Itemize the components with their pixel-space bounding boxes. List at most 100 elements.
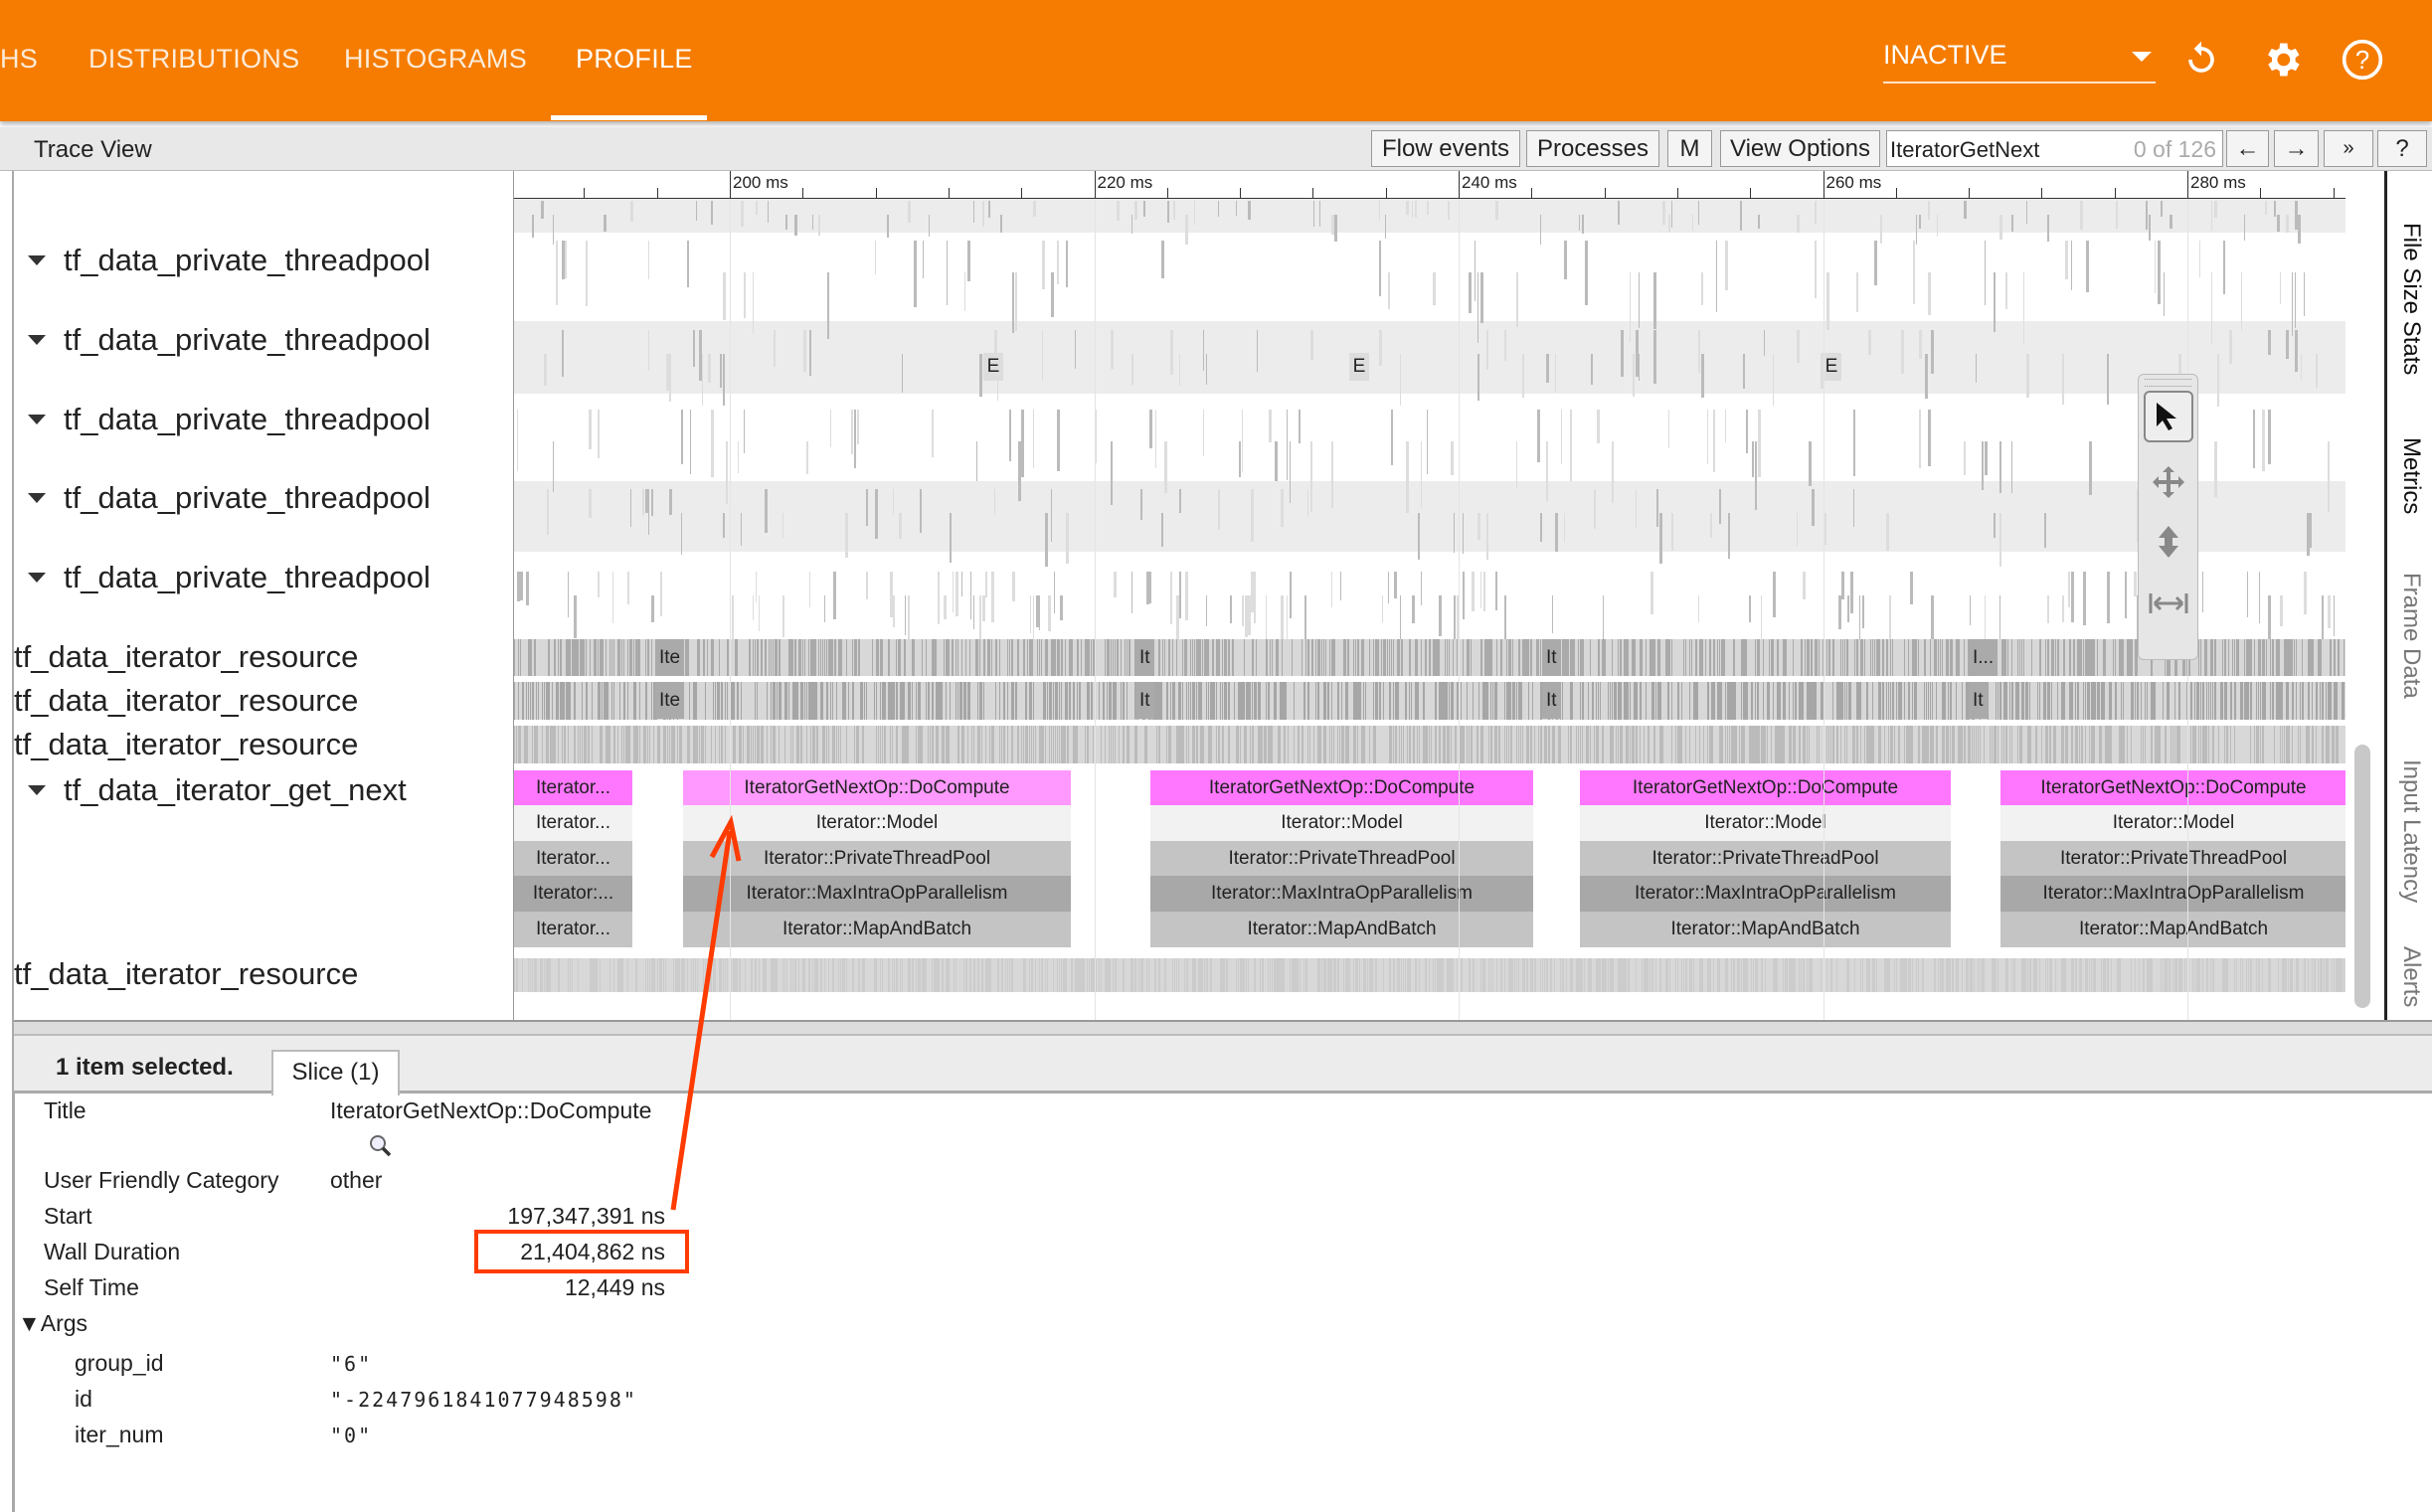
trace-event[interactable]	[1757, 726, 1759, 763]
trace-event[interactable]	[1618, 682, 1620, 720]
trace-event[interactable]	[2172, 958, 2173, 992]
trace-event[interactable]	[536, 958, 537, 992]
trace-event[interactable]	[2151, 958, 2153, 992]
trace-event[interactable]	[1743, 639, 1745, 676]
trace-event[interactable]	[1952, 639, 1953, 676]
trace-event[interactable]	[858, 726, 859, 763]
trace-event[interactable]	[530, 682, 531, 720]
trace-event[interactable]	[806, 441, 808, 474]
trace-event[interactable]	[1401, 639, 1403, 676]
trace-event[interactable]	[589, 410, 592, 449]
trace-event[interactable]	[2308, 958, 2309, 992]
trace-event[interactable]	[673, 958, 674, 992]
trace-event[interactable]	[526, 682, 527, 720]
trace-event[interactable]	[669, 726, 670, 763]
trace-event[interactable]	[1801, 682, 1803, 720]
trace-event[interactable]	[1463, 572, 1465, 620]
trace-event[interactable]	[592, 682, 593, 720]
slice-iterator[interactable]: Iterator::Model	[2000, 805, 2345, 841]
trace-event[interactable]	[2077, 639, 2079, 676]
trace-event[interactable]	[1224, 639, 1226, 676]
trace-event[interactable]	[1729, 726, 1730, 763]
trace-event[interactable]	[1123, 682, 1125, 720]
trace-event[interactable]	[775, 726, 776, 763]
trace-event[interactable]	[2044, 513, 2046, 548]
trace-event[interactable]	[1039, 958, 1040, 992]
trace-event[interactable]	[1158, 958, 1160, 992]
trace-event[interactable]	[1423, 726, 1425, 763]
trace-event[interactable]	[753, 272, 754, 334]
trace-event[interactable]	[1962, 682, 1963, 720]
trace-event[interactable]	[1287, 410, 1288, 480]
trace-event[interactable]	[816, 682, 817, 720]
trace-event[interactable]	[1801, 958, 1802, 992]
trace-event[interactable]	[792, 682, 794, 720]
trace-event[interactable]	[862, 682, 863, 720]
trace-event[interactable]	[876, 726, 877, 763]
trace-event[interactable]	[1290, 958, 1291, 992]
trace-event[interactable]	[2057, 682, 2058, 720]
trace-event[interactable]	[2320, 958, 2322, 992]
trace-event[interactable]	[1570, 726, 1572, 763]
trace-event[interactable]	[1045, 513, 1048, 567]
trace-event[interactable]	[1417, 682, 1419, 720]
trace-event[interactable]	[556, 682, 558, 720]
trace-event[interactable]	[2206, 726, 2207, 763]
trace-event[interactable]	[912, 958, 914, 992]
trace-event[interactable]	[1463, 639, 1464, 676]
trace-event[interactable]	[1741, 682, 1742, 720]
trace-event[interactable]	[1795, 726, 1796, 763]
trace-event[interactable]	[1495, 201, 1498, 220]
trace-event[interactable]	[1677, 726, 1679, 763]
trace-event[interactable]	[1942, 726, 1944, 763]
trace-event[interactable]	[534, 639, 536, 676]
collapse-triangle-icon[interactable]	[28, 254, 46, 265]
trace-event[interactable]	[1932, 682, 1933, 720]
trace-event[interactable]	[803, 330, 806, 373]
trace-event[interactable]	[2210, 682, 2211, 720]
trace-event[interactable]	[1889, 595, 1891, 639]
trace-event[interactable]	[1779, 682, 1781, 720]
trace-event[interactable]	[969, 958, 971, 992]
trace-event[interactable]	[681, 410, 683, 464]
trace-event[interactable]	[1441, 682, 1443, 720]
trace-event[interactable]	[993, 726, 994, 763]
trace-event[interactable]	[1709, 726, 1711, 763]
trace-event[interactable]	[2093, 639, 2095, 676]
trace-event[interactable]	[753, 639, 754, 676]
trace-event[interactable]	[866, 682, 867, 720]
trace-event[interactable]	[856, 726, 858, 763]
trace-event[interactable]	[1049, 682, 1051, 720]
trace-event[interactable]	[1119, 726, 1120, 763]
trace-event[interactable]	[1516, 682, 1517, 720]
trace-event[interactable]	[1369, 639, 1370, 676]
trace-event[interactable]	[1930, 726, 1932, 763]
trace-event[interactable]	[836, 682, 837, 720]
trace-event[interactable]	[2268, 410, 2271, 464]
trace-event[interactable]	[2127, 726, 2128, 763]
trace-event[interactable]	[2165, 958, 2167, 992]
trace-event[interactable]	[1815, 201, 1817, 225]
trace-event[interactable]	[1477, 272, 1478, 343]
trace-event[interactable]	[1628, 639, 1629, 676]
trace-event[interactable]	[2222, 958, 2224, 992]
trace-event[interactable]	[586, 639, 587, 676]
trace-event[interactable]	[1978, 958, 1979, 992]
trace-event[interactable]	[669, 489, 672, 515]
trace-event[interactable]	[554, 726, 556, 763]
trace-event[interactable]	[1457, 595, 1460, 644]
trace-event[interactable]	[2145, 682, 2146, 720]
trace-event[interactable]	[1007, 639, 1008, 676]
trace-event[interactable]	[840, 639, 842, 676]
trace-event[interactable]	[1524, 639, 1526, 676]
trace-event[interactable]	[1194, 682, 1195, 720]
trace-event[interactable]	[838, 726, 839, 763]
trace-event[interactable]	[2167, 958, 2168, 992]
trace-event[interactable]	[1699, 639, 1701, 676]
trace-event[interactable]	[1665, 958, 1667, 992]
trace-event[interactable]	[1864, 726, 1865, 763]
trace-event[interactable]	[1264, 726, 1266, 763]
trace-event[interactable]	[1341, 682, 1342, 720]
trace-event[interactable]	[940, 682, 942, 720]
trace-event[interactable]	[1250, 682, 1251, 720]
